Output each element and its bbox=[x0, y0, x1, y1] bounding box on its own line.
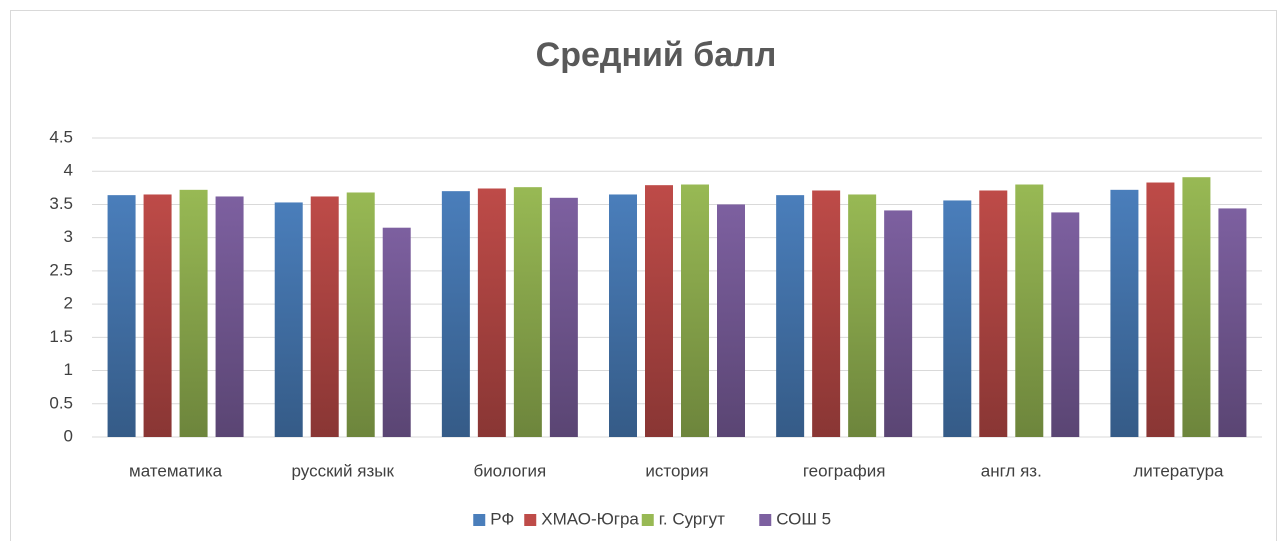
y-tick-label: 0.5 bbox=[49, 393, 73, 412]
y-tick-label: 4.5 bbox=[49, 127, 73, 146]
bar bbox=[681, 184, 709, 437]
y-tick-label: 2 bbox=[64, 294, 73, 313]
bar bbox=[215, 196, 244, 437]
legend-label: РФ bbox=[490, 509, 514, 528]
bar bbox=[143, 194, 172, 437]
x-tick-label: биология bbox=[473, 461, 546, 480]
bar bbox=[441, 191, 470, 437]
legend-label: г. Сургут bbox=[659, 509, 725, 528]
legend-swatch bbox=[524, 514, 537, 526]
legend-swatch bbox=[641, 514, 654, 526]
bar bbox=[717, 204, 745, 437]
bar bbox=[645, 185, 673, 437]
x-tick-label: русский язык bbox=[292, 461, 395, 480]
x-tick-label: история bbox=[645, 461, 708, 480]
bar bbox=[848, 194, 877, 437]
bar bbox=[382, 227, 411, 437]
bar bbox=[1110, 189, 1139, 437]
bar bbox=[107, 195, 136, 437]
y-tick-label: 4 bbox=[64, 161, 73, 180]
bar bbox=[549, 197, 578, 437]
y-tick-label: 3.5 bbox=[49, 194, 73, 213]
bar bbox=[1146, 182, 1175, 437]
y-tick-label: 2.5 bbox=[49, 260, 73, 279]
bar bbox=[1218, 208, 1247, 437]
bar bbox=[346, 192, 375, 437]
bar bbox=[884, 210, 913, 437]
bar bbox=[1015, 184, 1044, 437]
legend-swatch bbox=[759, 514, 772, 526]
legend-label: ХМАО-Югра bbox=[541, 509, 639, 528]
bar bbox=[979, 190, 1008, 437]
x-tick-label: англ яз. bbox=[981, 461, 1042, 480]
y-tick-label: 1 bbox=[64, 360, 73, 379]
legend-label: СОШ 5 bbox=[776, 509, 831, 528]
bar bbox=[513, 187, 542, 437]
bar bbox=[1182, 177, 1211, 438]
y-tick-label: 0 bbox=[64, 426, 73, 445]
y-tick-label: 3 bbox=[64, 227, 73, 246]
bar bbox=[1051, 212, 1080, 437]
bar bbox=[609, 194, 637, 437]
bar bbox=[274, 202, 303, 437]
y-tick-label: 1.5 bbox=[49, 327, 73, 346]
bar bbox=[776, 195, 805, 437]
x-tick-label: литература bbox=[1133, 461, 1224, 480]
legend-swatch bbox=[473, 514, 486, 526]
bar bbox=[310, 196, 339, 437]
x-tick-label: география bbox=[803, 461, 886, 480]
bar bbox=[943, 200, 972, 437]
bar bbox=[812, 190, 841, 437]
bar bbox=[179, 189, 208, 437]
bar bbox=[477, 188, 506, 437]
x-tick-label: математика bbox=[129, 461, 223, 480]
chart-title: Средний балл bbox=[536, 36, 777, 74]
